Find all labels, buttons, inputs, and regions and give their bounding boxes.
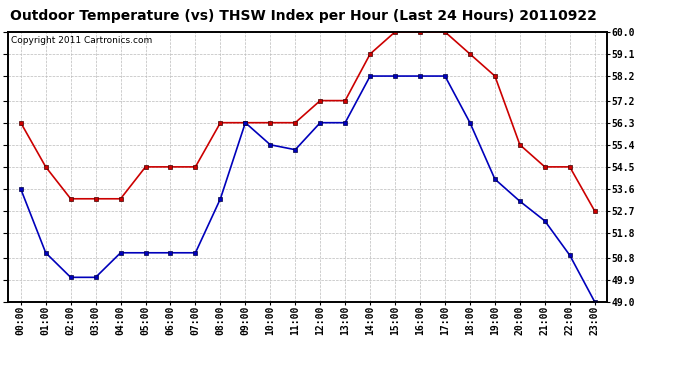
Text: Copyright 2011 Cartronics.com: Copyright 2011 Cartronics.com	[11, 36, 152, 45]
Text: Outdoor Temperature (vs) THSW Index per Hour (Last 24 Hours) 20110922: Outdoor Temperature (vs) THSW Index per …	[10, 9, 597, 23]
